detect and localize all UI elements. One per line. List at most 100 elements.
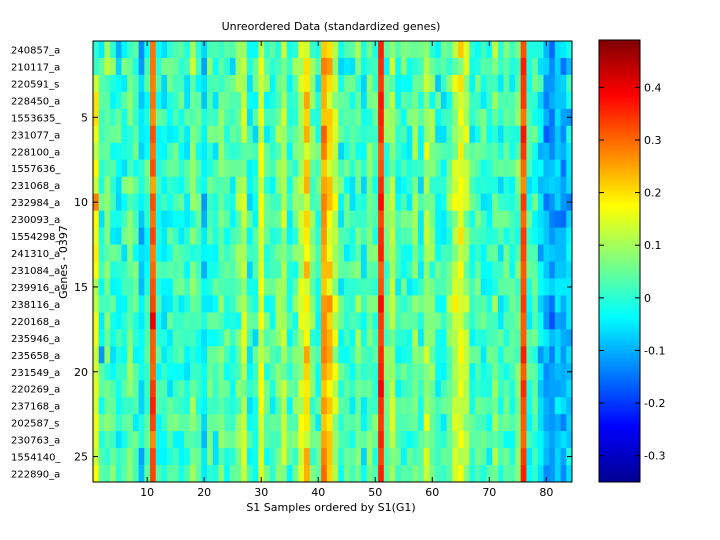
heatmap-cell — [497, 431, 504, 449]
heatmap-cell — [110, 244, 117, 262]
heatmap-cell — [486, 142, 493, 161]
heatmap-cell — [332, 74, 339, 93]
heatmap-cell — [492, 448, 499, 466]
heatmap-cell — [155, 448, 162, 466]
heatmap-cell — [509, 363, 516, 381]
heatmap-cell — [167, 176, 174, 194]
heatmap-cell — [298, 414, 305, 432]
heatmap-cell — [321, 125, 328, 144]
heatmap-cell — [361, 380, 368, 398]
heatmap-cell — [457, 227, 464, 245]
heatmap-cell — [98, 193, 105, 211]
heatmap-cell — [292, 193, 299, 211]
heatmap-cell — [446, 448, 453, 466]
heatmap-cell — [281, 397, 288, 415]
heatmap-cell — [207, 278, 214, 296]
heatmap-cell — [132, 41, 139, 59]
heatmap-cell — [395, 363, 402, 381]
heatmap-cell — [355, 312, 362, 330]
heatmap-cell — [264, 193, 271, 211]
row-label: 231084_a — [11, 266, 60, 277]
heatmap-cell — [452, 57, 459, 76]
heatmap-cell — [366, 244, 373, 262]
heatmap-cell — [218, 295, 225, 313]
heatmap-cell — [520, 312, 527, 330]
heatmap-cell — [218, 193, 225, 211]
heatmap-cell — [526, 329, 533, 347]
heatmap-cell — [212, 193, 219, 211]
heatmap-cell — [475, 346, 482, 364]
heatmap-cell — [326, 346, 333, 364]
heatmap-cell — [503, 210, 510, 228]
heatmap-cell — [246, 74, 254, 93]
heatmap-cell — [383, 125, 390, 144]
heatmap-cell — [189, 363, 196, 381]
heatmap-cell — [355, 278, 362, 296]
heatmap-cell — [372, 74, 379, 93]
heatmap-cell — [235, 414, 242, 432]
heatmap-cell — [429, 414, 436, 432]
heatmap-cell — [418, 329, 425, 347]
heatmap-cell — [127, 108, 134, 127]
heatmap-cell — [406, 312, 413, 330]
heatmap-cell — [121, 159, 128, 178]
heatmap-cell — [400, 142, 407, 161]
heatmap-cell — [378, 108, 385, 127]
heatmap-cell — [121, 41, 128, 59]
heatmap-cell — [127, 380, 134, 398]
heatmap-cell — [93, 210, 100, 228]
heatmap-cell — [172, 227, 179, 245]
heatmap-cell — [298, 329, 305, 347]
heatmap-cell — [412, 278, 419, 296]
heatmap-cell — [497, 465, 504, 483]
heatmap-cell — [155, 159, 162, 178]
heatmap-cell — [224, 346, 231, 364]
heatmap-cell — [172, 74, 179, 93]
heatmap-cell — [406, 142, 413, 161]
heatmap-cell — [110, 57, 117, 76]
heatmap-cell — [321, 159, 328, 178]
heatmap-cell — [195, 448, 202, 466]
heatmap-cell — [378, 125, 385, 144]
heatmap-cell — [463, 465, 470, 483]
heatmap-cell — [372, 329, 379, 347]
heatmap-cell — [172, 193, 179, 211]
heatmap-cell — [406, 210, 413, 228]
heatmap-cell — [161, 244, 168, 262]
heatmap-cell — [155, 295, 162, 313]
heatmap-cell — [229, 414, 236, 432]
heatmap-cell — [104, 227, 111, 245]
heatmap-cell — [372, 244, 379, 262]
heatmap-cell — [286, 448, 293, 466]
heatmap-cell — [400, 74, 407, 93]
heatmap-cell — [446, 295, 453, 313]
heatmap-cell — [554, 176, 561, 194]
heatmap-cell — [435, 142, 442, 161]
heatmap-cell — [423, 295, 430, 313]
heatmap-cell — [292, 159, 299, 178]
colorbar-tick-label: 0.1 — [644, 239, 662, 252]
heatmap-cell — [492, 227, 499, 245]
heatmap-cell — [258, 431, 265, 449]
heatmap-cell — [492, 414, 499, 432]
heatmap-cell — [132, 465, 139, 483]
row-label: 230763_a — [11, 436, 60, 447]
heatmap-cell — [343, 278, 350, 296]
heatmap-cell — [457, 346, 464, 364]
heatmap-cell — [275, 465, 282, 483]
heatmap-cell — [475, 278, 482, 296]
x-tick-label: 10 — [140, 486, 154, 499]
heatmap-cell — [560, 414, 567, 432]
heatmap-cell — [440, 329, 447, 347]
heatmap-cell — [412, 74, 419, 93]
heatmap-cell — [537, 278, 544, 296]
heatmap-cell — [155, 142, 162, 161]
heatmap-cell — [150, 448, 157, 466]
heatmap-cell — [309, 210, 316, 228]
heatmap-cell — [269, 261, 276, 279]
heatmap-cell — [201, 108, 208, 127]
heatmap-cell — [355, 125, 362, 144]
heatmap-cell — [366, 125, 373, 144]
heatmap-cell — [104, 448, 111, 466]
heatmap-cell — [161, 278, 168, 296]
